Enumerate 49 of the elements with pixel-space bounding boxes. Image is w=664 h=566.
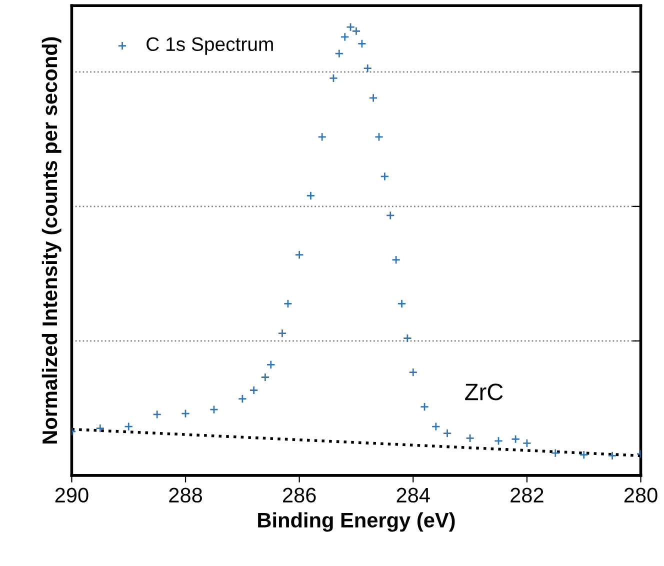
point xyxy=(420,402,430,412)
point xyxy=(124,422,134,432)
point xyxy=(340,32,350,42)
point xyxy=(96,424,105,433)
point xyxy=(283,299,292,308)
x-axis-title: Binding Energy (eV) xyxy=(258,512,455,532)
point xyxy=(408,368,418,377)
point xyxy=(380,172,390,181)
point xyxy=(374,132,384,142)
point xyxy=(209,405,218,414)
point xyxy=(392,255,401,264)
point xyxy=(494,436,503,446)
point xyxy=(249,386,258,395)
point xyxy=(442,428,452,438)
x-tick-label: 290 xyxy=(55,488,88,503)
point xyxy=(266,360,276,370)
point xyxy=(152,410,162,419)
point xyxy=(522,438,532,448)
point xyxy=(511,434,520,444)
point xyxy=(181,409,190,418)
y-axis-title: Normalized Intensity (counts per second) xyxy=(42,37,62,444)
point xyxy=(328,74,338,83)
point xyxy=(318,132,327,142)
point xyxy=(352,26,361,36)
point xyxy=(402,334,412,343)
x-tick-label: 282 xyxy=(510,488,544,503)
point xyxy=(306,191,316,200)
point xyxy=(238,394,247,404)
point xyxy=(357,39,366,48)
x-tick-label: 280 xyxy=(624,488,658,503)
annotation: ZrC xyxy=(465,384,503,400)
point xyxy=(397,299,406,308)
point xyxy=(579,450,588,460)
point xyxy=(550,448,560,458)
point xyxy=(608,451,617,460)
point xyxy=(346,22,356,32)
point xyxy=(431,422,440,432)
point xyxy=(363,64,372,73)
point xyxy=(386,210,395,220)
point xyxy=(368,93,378,102)
legend-label: C 1s Spectrum xyxy=(146,37,273,55)
point xyxy=(278,328,287,338)
point xyxy=(466,434,475,443)
point xyxy=(334,49,344,58)
x-tick-label: 284 xyxy=(396,488,430,503)
point xyxy=(260,372,270,382)
point xyxy=(294,250,304,260)
x-tick-label: 288 xyxy=(169,488,202,503)
x-tick-label: 286 xyxy=(283,488,316,503)
